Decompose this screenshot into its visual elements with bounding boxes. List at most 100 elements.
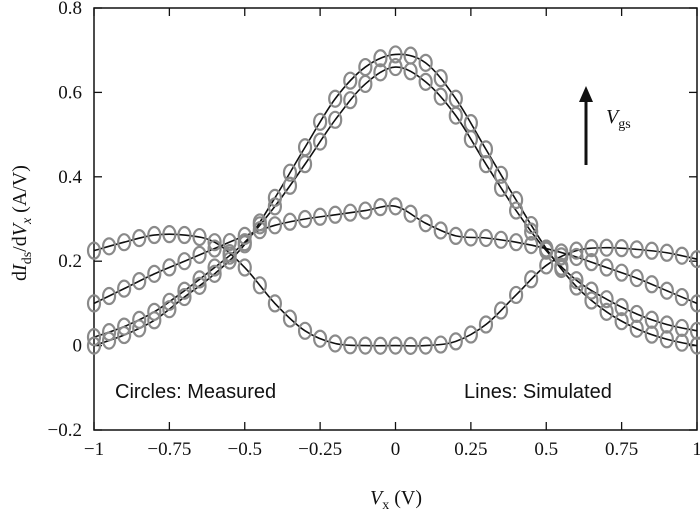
y-tick-label: 0.6 (58, 82, 82, 103)
vgs-label: Vgs (606, 106, 631, 132)
measured-point (478, 315, 494, 334)
x-tick-label: 0.25 (454, 439, 487, 460)
measured-point (689, 294, 700, 313)
measured-point (86, 241, 102, 260)
measured-point (569, 241, 584, 260)
measured-point (282, 176, 298, 195)
measured-point (659, 330, 674, 349)
measured-point (508, 233, 524, 252)
measured-point (418, 72, 433, 91)
measured-point (629, 319, 644, 338)
measured-point (388, 57, 403, 77)
annotation-measured: Circles: Measured (115, 381, 276, 403)
measured-point (584, 239, 599, 258)
y-tick-label: −0.2 (48, 420, 82, 441)
measured-point (192, 245, 207, 264)
measured-point (101, 323, 117, 342)
measured-point (177, 252, 192, 271)
measured-point (101, 286, 117, 306)
measured-point (674, 318, 690, 338)
vgs-arrow-head (579, 86, 593, 102)
measured-point (524, 215, 539, 235)
measured-point (86, 328, 102, 347)
measured-point (282, 212, 298, 231)
measured-point (297, 321, 313, 340)
measured-point (147, 302, 162, 321)
measured-point (101, 331, 117, 350)
simulated-lines (93, 53, 698, 347)
measured-point (554, 259, 569, 279)
measured-point (343, 336, 358, 355)
measured-point (313, 329, 328, 348)
measured-point (388, 197, 403, 216)
measured-point (569, 277, 584, 296)
measured-point (222, 251, 237, 270)
measured-point (343, 203, 358, 222)
measured-point (599, 238, 614, 257)
measured-point (132, 272, 147, 291)
measured-point (373, 198, 388, 217)
measured-point (207, 264, 222, 283)
measured-point (584, 291, 599, 310)
measured-point (493, 178, 509, 197)
measured-point (147, 225, 162, 245)
measured-point (373, 63, 388, 82)
measured-point (101, 237, 117, 256)
measured-point (599, 302, 614, 321)
measured-point (388, 336, 403, 355)
measured-point (147, 264, 162, 283)
measured-point (237, 226, 252, 245)
measured-point (508, 190, 524, 210)
measured-point (297, 138, 313, 157)
measured-point (418, 214, 433, 233)
measured-point (524, 236, 539, 255)
measured-point (644, 325, 659, 344)
x-tick-label: −0.5 (228, 439, 262, 460)
measured-point (328, 205, 343, 224)
measured-point (358, 336, 373, 355)
measured-point (328, 110, 343, 129)
measured-point (478, 228, 494, 248)
axes: −1 −0.75 −0.5 −0.25 0 0.25 0.5 0.75 1 −0.2 0 0.2 0.4… (48, 0, 700, 460)
measured-point (267, 188, 282, 207)
measured-point (267, 294, 282, 313)
measured-point (358, 57, 373, 77)
measured-point (192, 276, 207, 295)
measured-point (86, 294, 102, 313)
x-tick-label: −0.25 (298, 439, 342, 460)
measured-point (297, 209, 313, 229)
measured-point (403, 336, 418, 355)
measured-point (403, 204, 418, 223)
measured-point (132, 310, 147, 329)
measured-point (584, 281, 599, 300)
measured-point (689, 321, 700, 340)
measured-point (282, 163, 298, 182)
measured-point (448, 332, 463, 351)
measured-point (614, 297, 629, 317)
measured-point (569, 247, 584, 267)
y-tick-label: 0.8 (58, 0, 82, 19)
measured-point (192, 227, 207, 247)
measured-point (629, 268, 644, 288)
measured-point (313, 207, 328, 226)
measured-point (418, 336, 433, 355)
plot-frame (93, 7, 698, 431)
measured-point (478, 140, 494, 159)
measured-point (524, 222, 539, 241)
measured-point (463, 325, 478, 344)
measured-point (207, 258, 222, 277)
measured-point (524, 270, 539, 289)
measured-point (177, 287, 192, 307)
x-tick-label: −1 (84, 439, 104, 460)
measured-point (117, 325, 132, 345)
annotation-simulated: Lines: Simulated (464, 381, 612, 403)
measured-point (162, 225, 177, 244)
measured-point (252, 276, 267, 295)
measured-point (629, 240, 644, 259)
measured-point (584, 253, 599, 272)
measured-point (493, 230, 509, 249)
measured-point (508, 285, 524, 305)
measured-point (237, 258, 252, 277)
measured-point (463, 114, 478, 133)
